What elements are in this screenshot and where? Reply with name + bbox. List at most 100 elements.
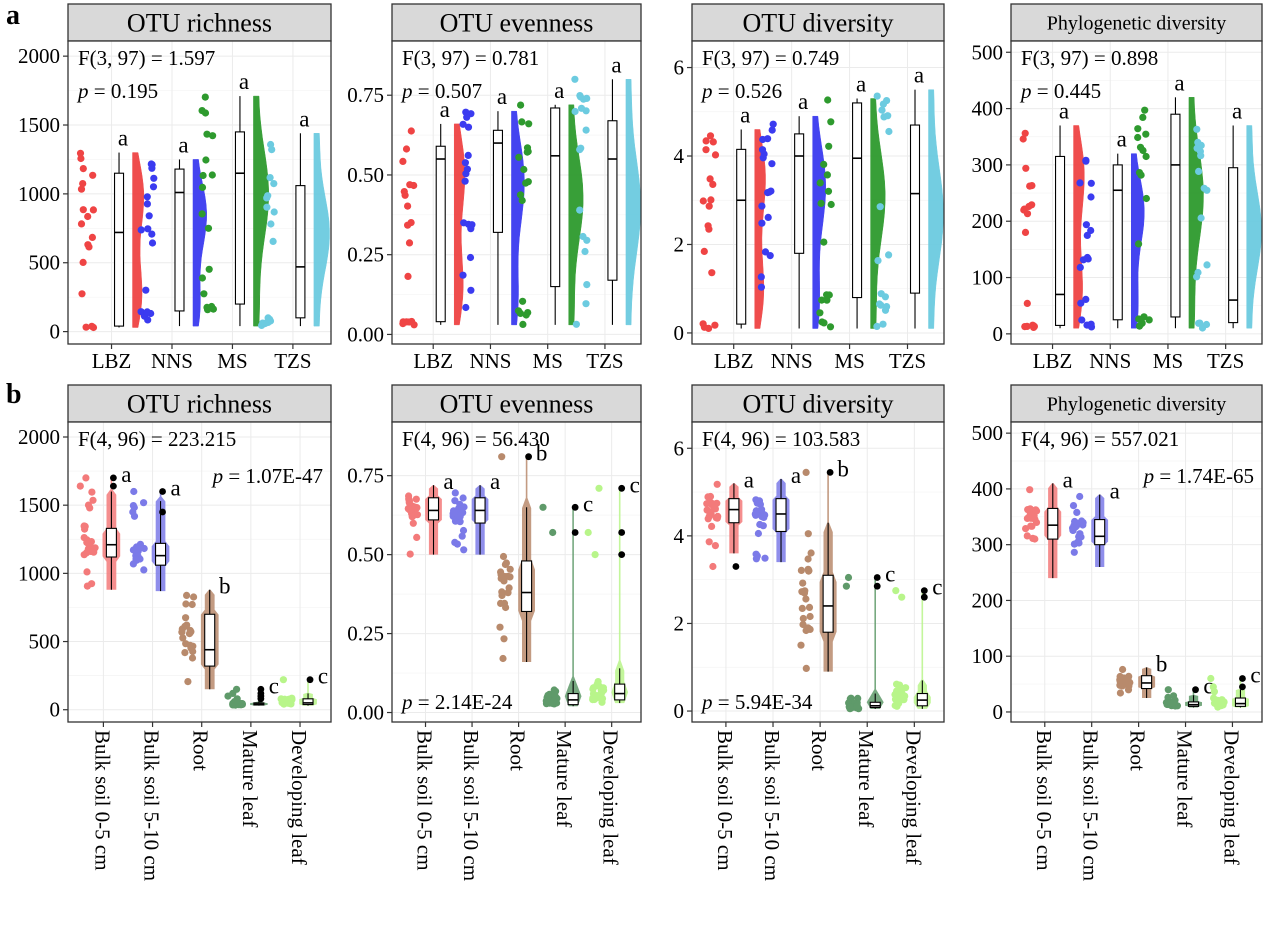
data-point bbox=[463, 165, 471, 173]
outlier-point bbox=[109, 482, 117, 490]
data-point bbox=[205, 265, 213, 273]
data-point bbox=[1145, 316, 1153, 324]
data-point bbox=[76, 149, 85, 157]
data-point bbox=[412, 504, 420, 513]
data-point bbox=[143, 193, 151, 201]
data-point bbox=[182, 614, 190, 622]
outlier-point bbox=[920, 593, 928, 601]
data-point bbox=[451, 489, 459, 497]
data-point bbox=[79, 206, 87, 214]
data-point bbox=[898, 690, 906, 698]
data-point bbox=[1138, 319, 1146, 328]
stat-p-value: p = 0.526 bbox=[700, 79, 782, 103]
significance-letter: a bbox=[798, 89, 808, 114]
data-point bbox=[1210, 694, 1218, 702]
data-point bbox=[1028, 182, 1036, 190]
data-point bbox=[846, 703, 855, 711]
panel-title: OTU diversity bbox=[743, 390, 894, 419]
x-tick-label: Mature leaf bbox=[552, 730, 576, 827]
data-point bbox=[599, 684, 608, 692]
data-point bbox=[506, 565, 514, 573]
data-point bbox=[768, 126, 776, 134]
data-point bbox=[501, 560, 509, 569]
data-point bbox=[1079, 519, 1087, 527]
data-point bbox=[1193, 125, 1201, 133]
data-point bbox=[582, 126, 590, 134]
violin bbox=[913, 590, 931, 709]
data-point bbox=[498, 591, 506, 600]
data-point bbox=[410, 181, 418, 190]
data-point bbox=[404, 272, 412, 280]
data-point bbox=[460, 503, 468, 511]
panel-b1: OTU richness 0 500 1000 1500 2000 a a b c c Bulk so… bbox=[18, 384, 332, 881]
violin bbox=[1246, 125, 1262, 329]
data-point bbox=[1026, 486, 1034, 494]
significance-letter: c bbox=[630, 472, 640, 497]
data-point bbox=[883, 303, 891, 311]
box bbox=[295, 185, 306, 319]
x-tick-label: TZS bbox=[274, 349, 311, 373]
data-point bbox=[1209, 683, 1217, 691]
y-tick-label: 2000 bbox=[18, 425, 60, 449]
data-point bbox=[571, 107, 579, 116]
data-point bbox=[89, 496, 97, 504]
panel-title: OTU evenness bbox=[440, 9, 594, 38]
data-point bbox=[449, 509, 457, 518]
panel-letter-b: b bbox=[6, 379, 22, 410]
data-point bbox=[143, 308, 151, 316]
data-point bbox=[413, 511, 421, 519]
data-point bbox=[459, 494, 467, 502]
y-tick-label: 0 bbox=[50, 698, 61, 722]
y-tick-label: 0 bbox=[50, 320, 61, 344]
data-point bbox=[519, 297, 527, 305]
x-tick-label: NNS bbox=[1089, 349, 1131, 373]
data-point bbox=[523, 148, 531, 156]
data-point bbox=[705, 225, 713, 233]
stat-f-value: F(3, 97) = 0.781 bbox=[402, 46, 539, 70]
data-point bbox=[706, 175, 714, 183]
data-point bbox=[83, 568, 91, 576]
data-point bbox=[1119, 665, 1127, 674]
y-tick-label: 2000 bbox=[18, 44, 60, 68]
data-point bbox=[1083, 231, 1091, 239]
data-point bbox=[520, 165, 528, 174]
y-tick-label: 200 bbox=[972, 209, 1004, 233]
box bbox=[909, 124, 921, 294]
panel-title: OTU diversity bbox=[743, 9, 894, 38]
significance-letter: c bbox=[932, 575, 942, 600]
significance-letter: c bbox=[269, 673, 279, 698]
panel-title: OTU richness bbox=[127, 390, 272, 419]
data-point bbox=[878, 106, 886, 114]
outlier-point bbox=[618, 551, 626, 558]
outlier-point bbox=[1239, 675, 1246, 682]
data-point bbox=[842, 582, 851, 590]
x-tick-label: NNS bbox=[151, 349, 193, 373]
data-point bbox=[399, 157, 407, 165]
data-point bbox=[198, 107, 206, 115]
panel-strip bbox=[67, 3, 332, 42]
panel-border bbox=[391, 40, 642, 345]
data-point bbox=[525, 120, 533, 128]
data-point bbox=[1071, 517, 1079, 526]
data-point bbox=[548, 699, 556, 707]
panel-a3: OTU diversity 0 2 4 6 a a a a LBZ NNS MS TZS F(3, 97)… bbox=[674, 3, 945, 373]
panel-border bbox=[67, 40, 332, 345]
data-point bbox=[82, 474, 90, 482]
x-tick-label: Root bbox=[506, 730, 530, 771]
y-tick-label: 0.25 bbox=[347, 243, 384, 267]
data-point bbox=[200, 290, 208, 298]
outlier-point bbox=[159, 508, 166, 516]
data-point bbox=[592, 692, 600, 700]
data-point bbox=[825, 142, 833, 150]
significance-letter: c bbox=[1203, 674, 1213, 699]
outlier-point bbox=[732, 563, 740, 570]
box bbox=[1054, 155, 1066, 326]
significance-letter: a bbox=[1232, 98, 1242, 123]
data-point bbox=[1076, 492, 1084, 501]
plot-background bbox=[692, 422, 944, 722]
data-point bbox=[203, 303, 211, 311]
data-point bbox=[1169, 692, 1178, 700]
data-point bbox=[892, 587, 900, 595]
data-point bbox=[1087, 193, 1095, 201]
data-point bbox=[88, 580, 96, 588]
